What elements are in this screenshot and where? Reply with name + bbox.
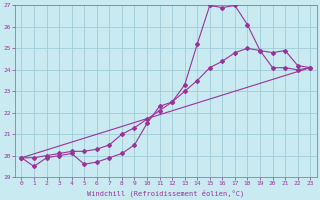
- X-axis label: Windchill (Refroidissement éolien,°C): Windchill (Refroidissement éolien,°C): [87, 189, 244, 197]
